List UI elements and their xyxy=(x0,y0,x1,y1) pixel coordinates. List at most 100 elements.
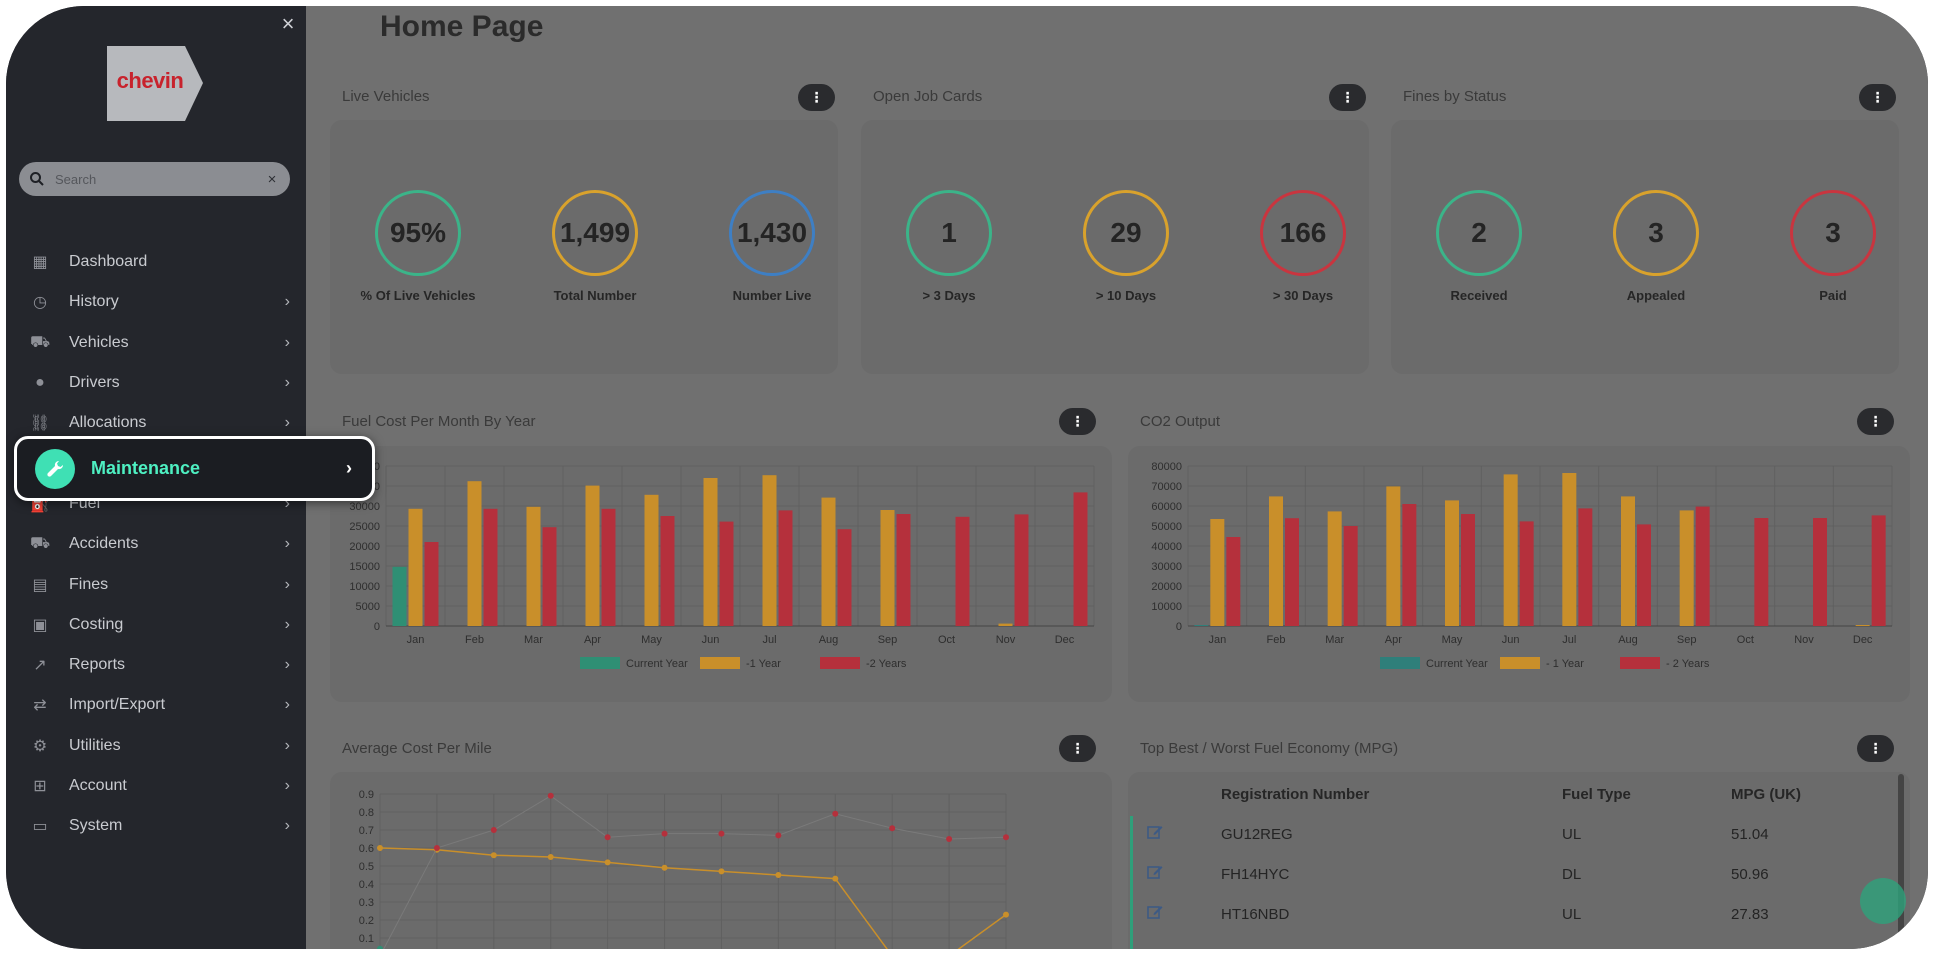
x-tick-label: May xyxy=(641,634,662,646)
bar xyxy=(392,566,407,626)
bar xyxy=(1285,518,1299,626)
table-row[interactable]: HT16NBD UL 27.83 xyxy=(1146,894,1886,934)
y-tick-label: 0.1 xyxy=(359,933,374,945)
x-tick-label: Oct xyxy=(938,634,955,646)
x-tick-label: Mar xyxy=(524,634,543,646)
chevron-right-icon: › xyxy=(284,656,290,674)
avg-cost-title: Average Cost Per Mile xyxy=(342,740,492,757)
edit-icon[interactable] xyxy=(1146,863,1164,881)
close-sidebar-icon[interactable]: × xyxy=(281,11,295,36)
fuel-cost-menu-button[interactable]: ⋮ xyxy=(1059,408,1096,435)
chevron-right-icon: › xyxy=(284,817,290,835)
kpi-item: 95% % Of Live Vehicles xyxy=(328,190,508,303)
car-icon: ⛟ xyxy=(29,333,51,351)
data-point xyxy=(1003,834,1009,841)
chevron-right-icon: › xyxy=(284,293,290,311)
table-header-row: Registration Number Fuel Type MPG (UK) xyxy=(1146,774,1886,814)
data-point xyxy=(946,836,953,842)
main-content: Home Page Live Vehicles ⋮ 95% % Of Live Veh… xyxy=(306,6,1928,949)
table-scrollbar[interactable] xyxy=(1898,774,1904,934)
legend-swatch xyxy=(820,657,860,669)
table-row[interactable]: GU12REG UL 51.04 xyxy=(1146,814,1886,854)
chevron-right-icon: › xyxy=(284,535,290,553)
clear-search-icon[interactable]: × xyxy=(267,170,277,188)
sidebar-item-reports[interactable]: ↗ Reports › xyxy=(6,645,306,685)
sidebar-item-accidents[interactable]: ⛟ Accidents › xyxy=(6,524,306,564)
dashboard-icon: ▦ xyxy=(32,254,48,272)
x-tick-label: May xyxy=(1442,634,1463,646)
sidebar-item-fines[interactable]: ▤ Fines › xyxy=(6,564,306,604)
bar xyxy=(526,506,541,626)
x-tick-label: Dec xyxy=(1055,634,1075,646)
x-tick-label: Jul xyxy=(762,634,776,646)
mpg-table: Registration Number Fuel Type MPG (UK) G… xyxy=(1146,774,1886,934)
bar xyxy=(1754,518,1769,626)
sidebar-item-account[interactable]: ⊞ Account › xyxy=(6,766,306,806)
sidebar-item-vehicles[interactable]: ⛟ Vehicles › xyxy=(6,323,306,363)
kpi-value: 1 xyxy=(906,190,992,276)
document-icon: ▤ xyxy=(32,576,48,594)
edit-icon[interactable] xyxy=(1146,903,1164,921)
x-tick-label: Apr xyxy=(1385,634,1402,646)
monitor-icon: ▭ xyxy=(32,818,48,836)
kpi-label: > 30 Days xyxy=(1272,288,1334,303)
bar xyxy=(1386,486,1401,626)
mpg-table-wrap: Registration Number Fuel Type MPG (UK) G… xyxy=(1146,774,1886,934)
sidebar-item-utilities[interactable]: ⚙ Utilities › xyxy=(6,726,306,766)
edit-icon[interactable] xyxy=(1146,823,1164,841)
y-tick-label: 25000 xyxy=(349,521,380,533)
bar xyxy=(778,510,793,626)
sidebar-item-allocations[interactable]: ⛓ Allocations › xyxy=(6,403,306,443)
sidebar-item-maintenance[interactable]: Maintenance › xyxy=(14,436,375,501)
chevron-right-icon: › xyxy=(284,333,290,351)
bar xyxy=(1343,526,1358,626)
column-header: MPG (UK) xyxy=(1731,785,1801,803)
open-job-cards-title: Open Job Cards xyxy=(873,88,983,105)
y-tick-label: 60000 xyxy=(1151,501,1182,513)
kpi-label: > 3 Days xyxy=(922,288,976,303)
page-title: Home Page xyxy=(380,10,544,43)
sidebar-item-label: Maintenance xyxy=(91,458,201,478)
edit-icon[interactable] xyxy=(1146,814,1221,854)
search-input[interactable] xyxy=(55,171,264,187)
search-box[interactable]: × xyxy=(19,162,290,196)
kpi-label: Paid xyxy=(1819,288,1847,303)
data-point xyxy=(661,864,668,871)
table-row[interactable]: FH14HYC DL 50.96 xyxy=(1146,854,1886,894)
chevron-right-icon: › xyxy=(346,458,352,478)
legend-label: -1 Year xyxy=(746,658,781,670)
edit-icon[interactable] xyxy=(1146,854,1221,894)
live-vehicles-menu-button[interactable]: ⋮ xyxy=(798,84,835,111)
mpg-cell: 27.83 xyxy=(1731,905,1769,923)
y-tick-label: 0.3 xyxy=(359,897,374,909)
sidebar-item-drivers[interactable]: ● Drivers › xyxy=(6,363,306,403)
open-job-cards-menu-button[interactable]: ⋮ xyxy=(1329,84,1366,111)
bar xyxy=(880,510,895,626)
bar xyxy=(1327,511,1342,626)
data-point xyxy=(661,830,668,837)
kpi-value: 3 xyxy=(1613,190,1699,276)
sidebar-item-costing[interactable]: ▣ Costing › xyxy=(6,605,306,645)
kpi-label: Appealed xyxy=(1626,288,1686,303)
x-tick-label: Sep xyxy=(1677,634,1697,646)
fines-by-status-menu-button[interactable]: ⋮ xyxy=(1859,84,1896,111)
kpi-item: 1,430 Number Live xyxy=(682,190,862,303)
data-point xyxy=(604,834,611,841)
edit-icon[interactable] xyxy=(1146,894,1221,934)
kpi-value: 2 xyxy=(1436,190,1522,276)
sidebar-item-label: Dashboard xyxy=(69,253,148,271)
chat-help-button[interactable] xyxy=(1860,878,1906,924)
sidebar-item-dashboard[interactable]: ▦ Dashboard xyxy=(6,242,306,282)
sidebar-item-history[interactable]: ◷ History › xyxy=(6,282,306,322)
sidebar-item-import-export[interactable]: ⇄ Import/Export › xyxy=(6,685,306,725)
sidebar-item-system[interactable]: ▭ System › xyxy=(6,806,306,846)
logo-text: chevin xyxy=(116,68,184,93)
chart-line-icon: ↗ xyxy=(33,657,47,675)
co2-menu-button[interactable]: ⋮ xyxy=(1857,408,1894,435)
bar xyxy=(1813,518,1827,626)
avg-cost-menu-button[interactable]: ⋮ xyxy=(1059,735,1096,762)
y-tick-label: 0.9 xyxy=(359,789,374,801)
y-tick-label: 70000 xyxy=(1151,481,1182,493)
mpg-menu-button[interactable]: ⋮ xyxy=(1857,735,1894,762)
data-point xyxy=(718,830,725,837)
